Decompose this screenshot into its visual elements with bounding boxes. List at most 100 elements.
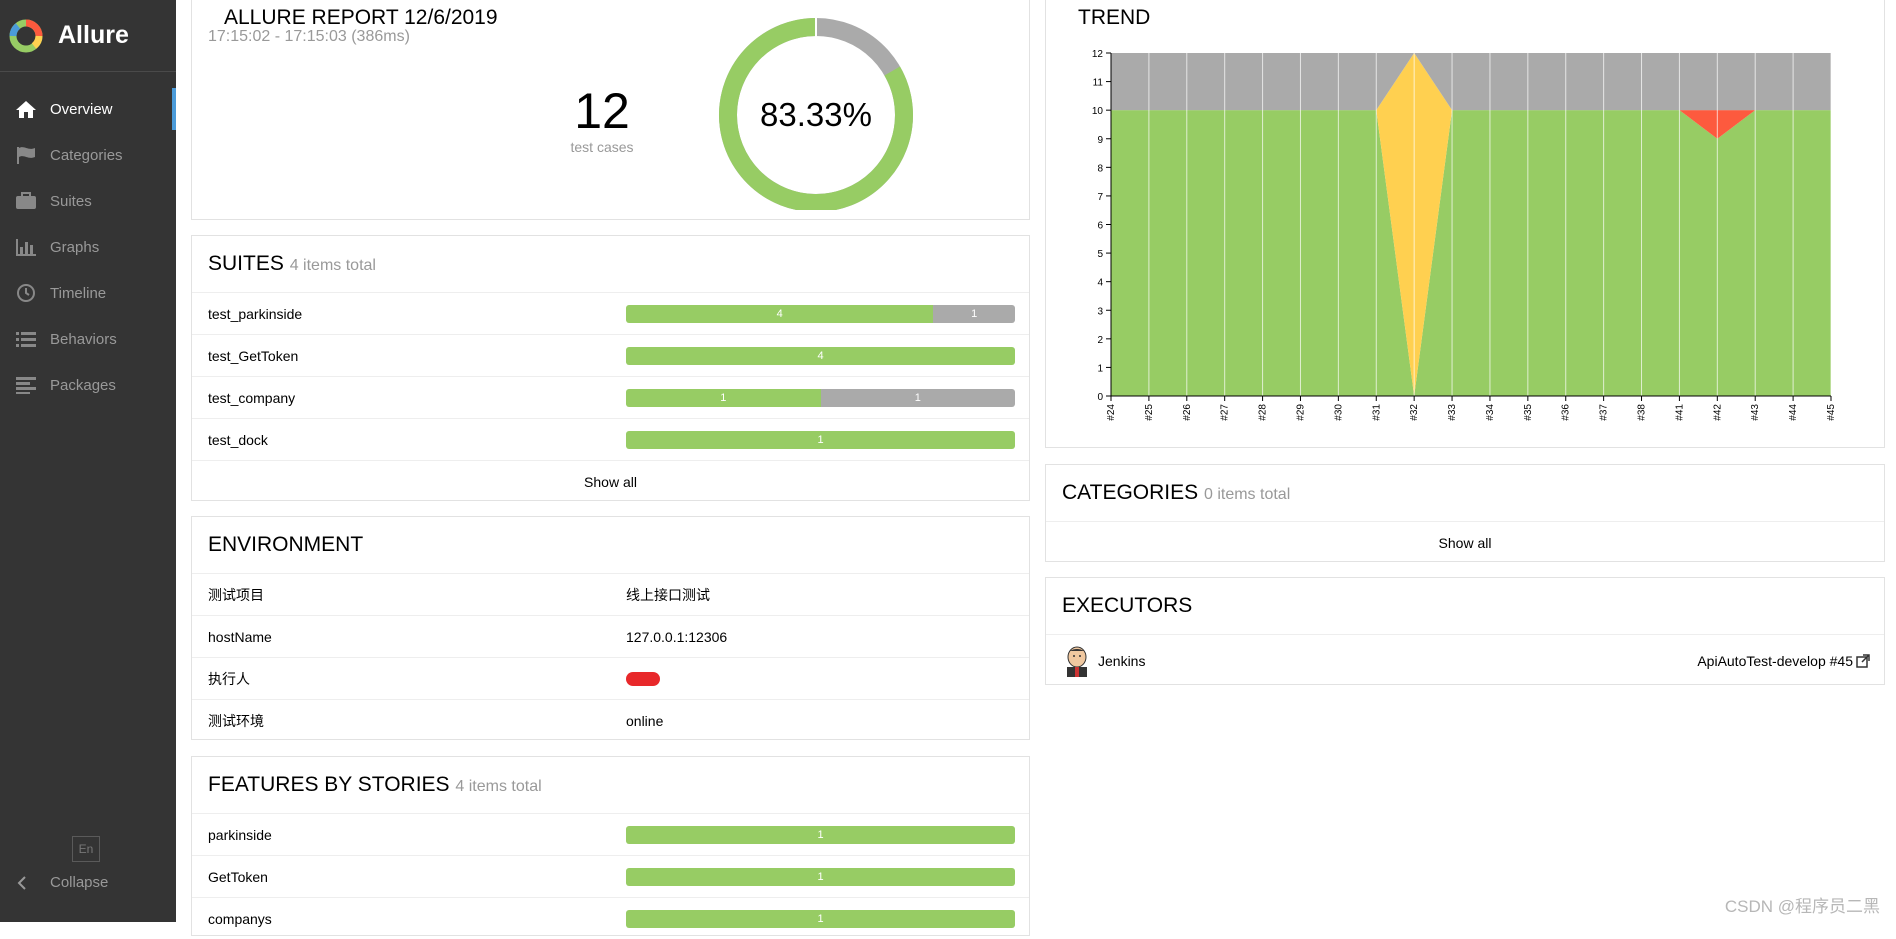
suite-status-bar[interactable]: 4 1 xyxy=(626,304,1015,323)
bar-passed-segment: 1 xyxy=(626,825,1015,844)
suites-widget: SUITES 4 items total test_parkinside 4 1… xyxy=(191,235,1030,501)
table-row[interactable]: test_parkinside 4 1 xyxy=(192,292,1029,334)
table-row[interactable]: companys 1 xyxy=(192,897,1029,939)
categories-count: 0 items total xyxy=(1203,486,1291,503)
trend-title: TREND xyxy=(1078,6,1151,29)
trend-x-tick-label: #25 xyxy=(1144,404,1155,421)
table-row[interactable]: test_dock 1 xyxy=(192,418,1029,460)
trend-x-tick-label: #42 xyxy=(1712,404,1723,421)
feature-name: parkinside xyxy=(208,826,272,843)
brand[interactable]: Allure xyxy=(0,0,176,72)
table-row: 测试项目 线上接口测试 xyxy=(192,573,1029,615)
trend-x-tick-label: #38 xyxy=(1637,404,1648,421)
redacted-value xyxy=(626,671,660,686)
env-key: 测试项目 xyxy=(208,586,264,603)
feature-status-bar[interactable]: 1 xyxy=(626,825,1015,844)
environment-title: ENVIRONMENT xyxy=(208,533,364,556)
sidebar-item-label: Packages xyxy=(50,376,116,394)
allure-logo-icon xyxy=(9,19,43,52)
table-row[interactable]: test_GetToken 4 xyxy=(192,334,1029,376)
suites-count: 4 items total xyxy=(289,257,376,274)
feature-status-bar[interactable]: 1 xyxy=(626,867,1015,886)
table-row: 测试环境 online xyxy=(192,699,1029,741)
trend-y-tick-label: 12 xyxy=(1092,49,1104,60)
bar-passed-segment: 1 xyxy=(626,909,1015,928)
bar-skipped-segment: 1 xyxy=(820,388,1015,407)
table-row[interactable]: test_company 1 1 xyxy=(192,376,1029,418)
sidebar-nav: Overview Categories Suites Graphs Timeli… xyxy=(0,86,176,408)
report-time: 17:15:02 - 17:15:03 (386ms) xyxy=(208,28,410,45)
sidebar-item-timeline[interactable]: Timeline xyxy=(0,270,176,316)
chevron-left-icon xyxy=(17,875,26,890)
trend-x-tick-label: #28 xyxy=(1258,404,1269,421)
table-row[interactable]: GetToken 1 xyxy=(192,855,1029,897)
trend-x-tick-label: #24 xyxy=(1106,404,1117,421)
executor-build-link[interactable]: ApiAutoTest-develop #45 xyxy=(1697,653,1870,669)
trend-y-tick-label: 1 xyxy=(1097,363,1103,374)
trend-y-tick-label: 3 xyxy=(1097,306,1103,317)
table-row[interactable]: parkinside 1 xyxy=(192,813,1029,855)
executor-row: Jenkins ApiAutoTest-develop #45 xyxy=(1046,634,1884,686)
env-value: 线上接口测试 xyxy=(626,586,710,603)
sidebar-item-suites[interactable]: Suites xyxy=(0,178,176,224)
suite-status-bar[interactable]: 4 xyxy=(626,346,1015,365)
sidebar-item-graphs[interactable]: Graphs xyxy=(0,224,176,270)
bar-chart-icon xyxy=(14,237,38,257)
suites-header: SUITES 4 items total xyxy=(192,236,1029,292)
trend-area-passed xyxy=(1111,110,1831,397)
suite-status-bar[interactable]: 1 xyxy=(626,430,1015,449)
align-left-icon xyxy=(14,375,38,395)
features-title-text: FEATURES BY STORIES xyxy=(208,773,450,796)
bar-passed-segment: 4 xyxy=(626,304,934,323)
trend-x-tick-label: #36 xyxy=(1561,404,1572,421)
categories-show-all-button[interactable]: Show all xyxy=(1046,521,1884,563)
home-icon xyxy=(14,99,38,119)
trend-y-tick-label: 2 xyxy=(1097,335,1103,346)
sidebar-item-packages[interactable]: Packages xyxy=(0,362,176,408)
feature-name: companys xyxy=(208,910,272,927)
collapse-button[interactable]: Collapse xyxy=(14,874,108,891)
bar-passed-segment: 1 xyxy=(626,430,1015,449)
suite-name: test_dock xyxy=(208,431,268,448)
sidebar-item-label: Overview xyxy=(50,100,113,118)
summary-widget: ALLURE REPORT 12/6/2019 17:15:02 - 17:15… xyxy=(191,0,1030,220)
bar-passed-segment: 1 xyxy=(626,867,1015,886)
trend-x-tick-label: #33 xyxy=(1447,404,1458,421)
sidebar-item-overview[interactable]: Overview xyxy=(0,86,176,132)
env-value: online xyxy=(626,712,664,729)
language-switch[interactable]: En xyxy=(72,836,100,862)
table-row: hostName 127.0.0.1:12306 xyxy=(192,615,1029,657)
features-count: 4 items total xyxy=(455,778,542,795)
feature-status-bar[interactable]: 1 xyxy=(626,909,1015,928)
executors-header: EXECUTORS xyxy=(1046,578,1884,634)
collapse-label: Collapse xyxy=(50,874,109,891)
trend-y-tick-label: 9 xyxy=(1097,135,1103,146)
external-link-icon xyxy=(1856,653,1870,668)
env-key: 执行人 xyxy=(208,670,250,687)
bar-skipped-segment: 1 xyxy=(933,304,1015,323)
suites-title-text: SUITES xyxy=(208,252,284,275)
trend-x-tick-label: #35 xyxy=(1523,404,1534,421)
env-value: 127.0.0.1:12306 xyxy=(626,628,728,645)
trend-x-tick-label: #26 xyxy=(1182,404,1193,421)
suites-title: SUITES 4 items total xyxy=(192,252,392,276)
sidebar-item-categories[interactable]: Categories xyxy=(0,132,176,178)
environment-widget: ENVIRONMENT 测试项目 线上接口测试 hostName 127.0.0… xyxy=(191,516,1030,740)
trend-x-tick-label: #37 xyxy=(1599,404,1610,421)
list-icon xyxy=(14,329,38,349)
trend-y-tick-label: 5 xyxy=(1097,249,1103,260)
app-name: Allure xyxy=(58,21,129,49)
sidebar-item-behaviors[interactable]: Behaviors xyxy=(0,316,176,362)
test-count-label: test cases xyxy=(570,139,634,155)
trend-y-tick-label: 4 xyxy=(1097,278,1103,289)
success-rate-donut[interactable]: 83.33% xyxy=(716,10,916,210)
suite-status-bar[interactable]: 1 1 xyxy=(626,388,1015,407)
env-key: hostName xyxy=(208,628,272,645)
sidebar-item-label: Graphs xyxy=(50,238,100,256)
executors-title: EXECUTORS xyxy=(1062,594,1193,617)
suites-show-all-button[interactable]: Show all xyxy=(192,460,1029,502)
trend-y-tick-label: 6 xyxy=(1097,221,1103,232)
sidebar-item-label: Categories xyxy=(50,146,123,164)
trend-x-tick-label: #45 xyxy=(1826,404,1837,421)
